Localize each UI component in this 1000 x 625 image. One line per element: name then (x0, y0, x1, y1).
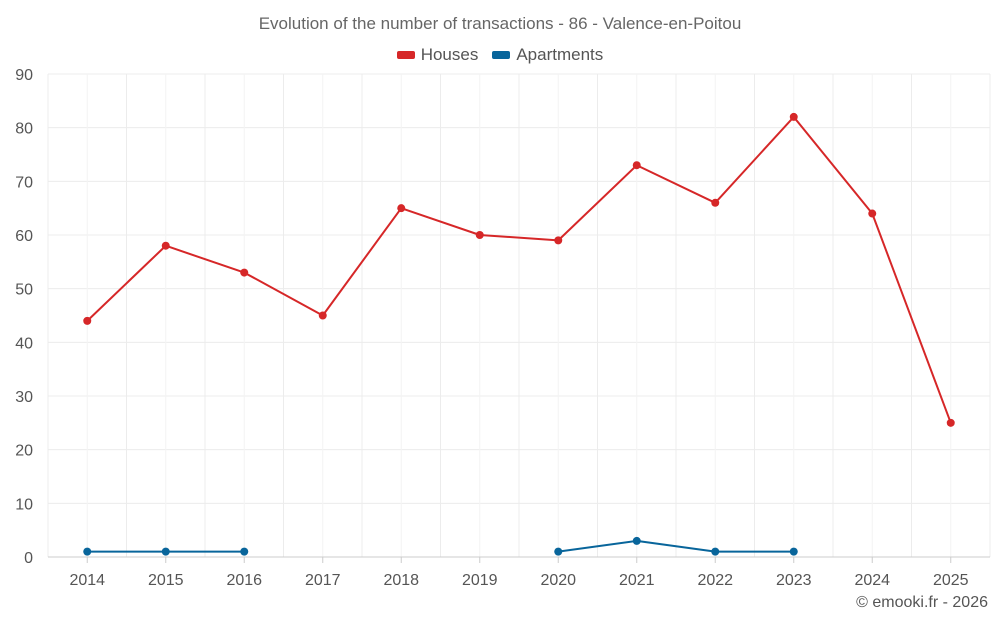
data-point-houses-2018[interactable] (397, 204, 406, 213)
y-tick-label: 60 (15, 228, 33, 245)
x-tick-label: 2019 (462, 572, 498, 589)
series-line-apartments (558, 539, 794, 553)
y-tick-label: 80 (15, 121, 33, 138)
x-tick-label: 2025 (933, 572, 969, 589)
y-tick-label: 20 (15, 443, 33, 460)
data-point-houses-2023[interactable] (789, 112, 798, 121)
legend-swatch-houses (396, 51, 415, 59)
y-tick-label: 90 (15, 67, 33, 84)
x-tick-label: 2015 (148, 572, 184, 589)
x-tick-label: 2017 (305, 572, 341, 589)
x-tick-label: 2020 (540, 572, 576, 589)
credit-text: © emooki.fr - 2026 (856, 594, 988, 611)
y-tick-label: 0 (24, 550, 33, 567)
grid (47, 73, 991, 557)
y-tick-label: 70 (15, 174, 33, 191)
data-point-apartments-2023[interactable] (789, 547, 798, 556)
y-tick-label: 50 (15, 282, 33, 299)
data-point-houses-2016[interactable] (240, 268, 249, 277)
series-apartments (83, 536, 798, 556)
data-point-apartments-2022[interactable] (711, 547, 720, 556)
data-point-apartments-2014[interactable] (83, 547, 92, 556)
data-point-houses-2019[interactable] (475, 231, 484, 239)
x-tick-label: 2021 (619, 572, 655, 589)
series (83, 112, 955, 556)
legend-item-houses[interactable]: Houses (396, 45, 479, 65)
legend-swatch-apartments (492, 51, 511, 59)
legend-label-houses: Houses (420, 45, 479, 64)
x-tick-label: 2022 (697, 572, 733, 589)
data-point-houses-2024[interactable] (868, 209, 877, 218)
x-tick-label: 2023 (776, 572, 812, 589)
data-point-apartments-2020[interactable] (554, 547, 563, 556)
x-tick-label: 2018 (383, 572, 419, 589)
legend-label-apartments: Apartments (516, 45, 604, 64)
data-point-houses-2014[interactable] (83, 316, 92, 325)
y-tick-label: 30 (15, 389, 33, 406)
data-point-apartments-2021[interactable] (632, 536, 641, 545)
y-tick-label: 40 (15, 335, 33, 352)
data-point-houses-2022[interactable] (711, 198, 720, 207)
data-point-houses-2020[interactable] (554, 236, 563, 245)
axes: 0 10 20 30 40 50 60 70 80 90 2014 2015 2016 2017 2018 2… (15, 67, 990, 589)
y-tick-label: 10 (15, 496, 33, 513)
data-point-houses-2017[interactable] (318, 311, 327, 320)
legend: Houses Apartments (0, 45, 1000, 65)
legend-item-apartments[interactable]: Apartments (492, 45, 603, 65)
x-tick-label: 2024 (854, 572, 890, 589)
data-point-houses-2021[interactable] (632, 161, 641, 170)
data-point-apartments-2016[interactable] (240, 547, 249, 556)
chart-title: Evolution of the number of transactions … (258, 14, 742, 33)
series-line-houses (86, 115, 952, 424)
x-tick-label: 2016 (226, 572, 262, 589)
data-point-houses-2015[interactable] (161, 241, 170, 250)
data-point-houses-2025[interactable] (946, 418, 955, 427)
x-tick-label: 2014 (69, 572, 105, 589)
data-point-apartments-2015[interactable] (161, 547, 170, 556)
series-houses (83, 112, 955, 427)
